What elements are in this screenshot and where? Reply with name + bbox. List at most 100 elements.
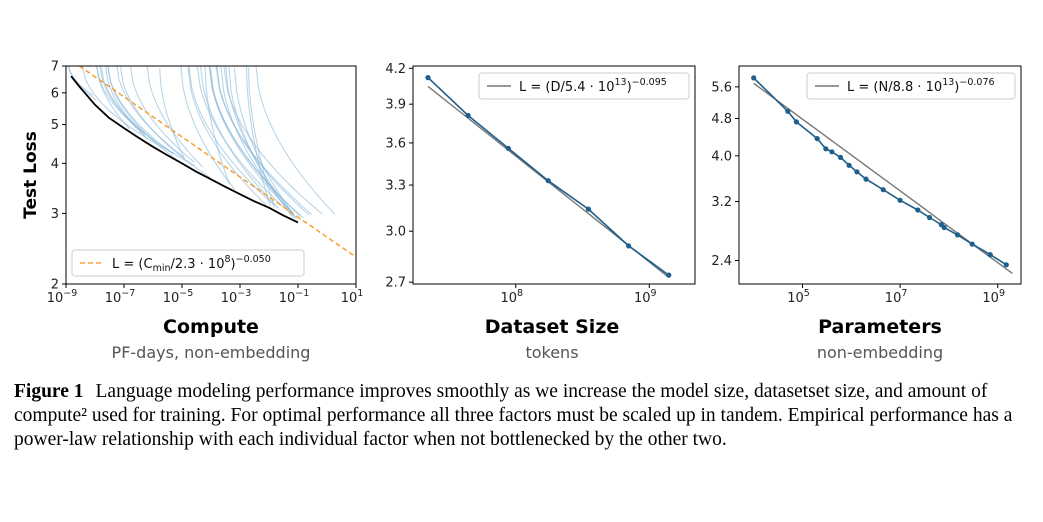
data-point — [941, 224, 947, 231]
training-run-curve — [208, 66, 300, 216]
y-tick-label: 3.6 — [385, 136, 406, 151]
caption-text: Language modeling performance improves s… — [14, 381, 1013, 450]
y-tick-label: 3 — [51, 207, 59, 222]
data-point — [897, 197, 903, 203]
training-run-curve — [208, 66, 294, 214]
compute-frontier-line — [70, 75, 299, 224]
training-run-curve — [96, 66, 131, 130]
x-tick-label: 10−5 — [163, 288, 194, 306]
training-run-curve — [196, 66, 294, 216]
data-point — [915, 207, 921, 213]
x-tick-label: 10−7 — [105, 288, 136, 306]
data-point — [814, 136, 820, 142]
training-run-curve — [105, 66, 149, 140]
legend-label: L = (Cmin/2.3 · 108)−0.050 — [112, 254, 271, 274]
data-point — [846, 162, 852, 168]
x-tick-label: 101 — [341, 288, 364, 306]
y-tick-label: 2.7 — [385, 276, 406, 291]
data-point — [954, 232, 961, 238]
data-point — [1003, 262, 1009, 268]
data-point — [880, 187, 886, 193]
training-run-curve — [120, 67, 211, 178]
data-point — [823, 146, 829, 152]
data-point — [425, 75, 431, 81]
training-run-curve — [96, 66, 196, 167]
data-series-line — [753, 77, 1007, 266]
data-point — [751, 75, 757, 81]
training-run-curve — [107, 66, 174, 155]
data-point — [969, 241, 975, 247]
training-run-curve — [67, 66, 94, 96]
y-tick-label: 2 — [51, 278, 59, 293]
x-tick-label: 10−1 — [279, 288, 310, 306]
x-tick-label: 105 — [787, 288, 810, 306]
y-tick-label: 4 — [51, 157, 59, 172]
plot-area — [67, 66, 356, 258]
legend-box — [806, 72, 1016, 100]
y-tick-label: 2.4 — [711, 254, 732, 269]
x-axis-subtitle: tokens — [525, 343, 578, 362]
training-run-curves — [67, 66, 336, 219]
y-tick-label: 4.8 — [711, 112, 732, 127]
x-tick-label: 108 — [500, 288, 523, 306]
y-tick-label: 4.2 — [385, 62, 406, 77]
training-run-curve — [255, 66, 336, 215]
data-point — [926, 214, 933, 221]
training-run-curve — [204, 66, 230, 184]
x-axis-subtitle: non-embedding — [817, 343, 943, 362]
x-axis-title: Dataset Size — [485, 316, 620, 338]
x-tick-label: 10−3 — [221, 288, 252, 306]
data-point — [666, 272, 672, 278]
data-point — [465, 112, 471, 119]
figure-caption: Figure 1 Language modeling performance im… — [14, 380, 1029, 452]
plot-area — [425, 75, 672, 278]
parameters-panel: 105 107 109 2.4 3.2 4.0 4.8 5.6 Parameters non-em… — [711, 65, 1022, 362]
legend-box — [71, 249, 305, 277]
training-run-curve — [159, 68, 185, 159]
y-tick-label: 4.0 — [711, 149, 732, 164]
y-tick-label: 3.2 — [711, 195, 732, 210]
training-run-curve — [188, 66, 275, 206]
training-run-curve — [223, 67, 323, 215]
training-run-curve — [216, 66, 310, 216]
training-run-curve — [130, 66, 195, 163]
axes-frame — [65, 65, 357, 285]
data-point — [793, 119, 800, 125]
x-tick-label: 109 — [634, 288, 657, 306]
data-point — [854, 169, 860, 175]
y-tick-label: 6 — [51, 86, 59, 101]
x-axis-title: Compute — [163, 316, 259, 338]
y-tick-label: 3.3 — [385, 179, 406, 194]
legend-label: L = (D/5.4 · 1013)−0.095 — [519, 77, 667, 95]
data-point — [863, 176, 869, 182]
legend-box — [478, 72, 690, 100]
x-tick-label: 10−9 — [47, 288, 78, 306]
y-axis-title: Test Loss — [21, 131, 41, 219]
training-run-curve — [228, 66, 295, 219]
x-tick-label: 109 — [982, 288, 1005, 306]
y-tick-label: 3.0 — [385, 225, 406, 240]
data-point — [829, 149, 835, 155]
x-axis-subtitle: PF-days, non-embedding — [112, 343, 311, 362]
data-point — [785, 108, 791, 114]
data-point — [505, 145, 511, 151]
training-run-curve — [245, 66, 271, 206]
data-series-line — [427, 77, 670, 276]
data-point — [837, 154, 844, 160]
data-point — [626, 243, 632, 249]
y-tick-label: 3.9 — [385, 98, 406, 113]
axes-frame — [738, 65, 1022, 285]
y-tick-label: 7 — [51, 60, 59, 75]
data-point — [987, 252, 993, 258]
data-point — [585, 206, 592, 212]
plot-area — [751, 75, 1013, 274]
caption-label: Figure 1 — [14, 381, 84, 402]
x-tick-label: 107 — [885, 288, 908, 306]
data-point — [545, 178, 551, 184]
training-run-curve — [146, 66, 204, 168]
power-law-fit-line — [77, 66, 356, 258]
training-run-curve — [107, 66, 180, 162]
y-tick-label: 5 — [51, 118, 59, 133]
legend-label: L = (N/8.8 · 1013)−0.076 — [847, 77, 995, 95]
